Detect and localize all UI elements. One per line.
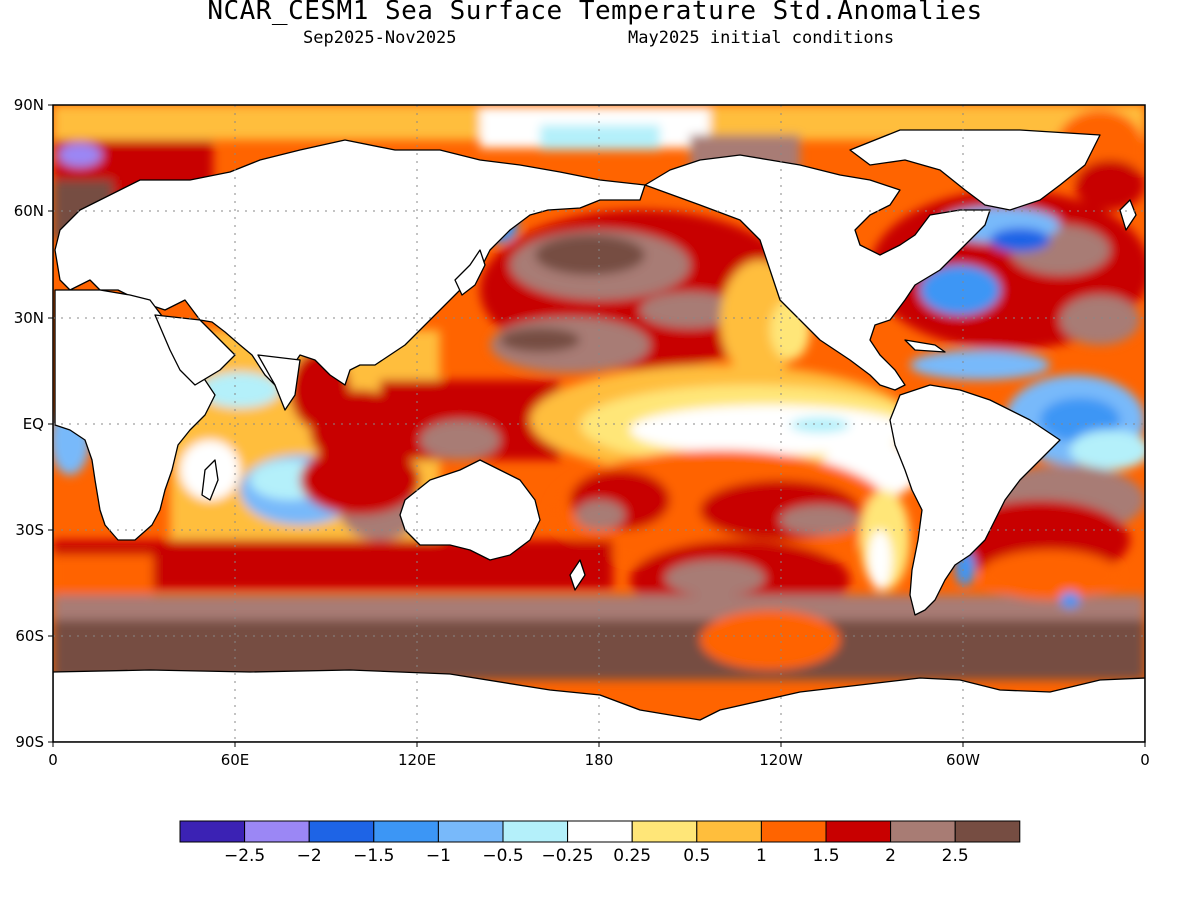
japan-landmass: [454, 249, 486, 296]
map-grid: [53, 105, 1145, 742]
longitude-labels: 0 60E 120E 180 120W 60W 0: [48, 751, 1150, 769]
colorbar-label: 2: [885, 846, 896, 866]
colorbar-label: 2.5: [942, 846, 969, 866]
lon-label: 60E: [221, 751, 250, 769]
lat-label: EQ: [23, 415, 44, 433]
colorbar-swatch: [760, 820, 827, 843]
colorbar-label: −2.5: [224, 846, 265, 866]
lat-label: 60N: [14, 202, 44, 220]
lon-label: 120E: [398, 751, 436, 769]
india-landmass: [257, 354, 301, 411]
colorbar-swatch: [373, 820, 439, 843]
lon-label: 0: [1140, 751, 1150, 769]
colorbar-label: −2: [297, 846, 322, 866]
colorbar-swatch: [244, 820, 310, 843]
colorbar-swatch: [890, 820, 956, 843]
colorbar-swatch: [502, 820, 569, 843]
colorbar-label: −1.5: [353, 846, 394, 866]
colorbar-swatch: [179, 820, 246, 843]
colorbar-label: 0.5: [683, 846, 710, 866]
map-title: NCAR_CESM1 Sea Surface Temperature Std.A…: [207, 0, 983, 26]
initial-conditions-label: May2025 initial conditions: [628, 28, 895, 48]
colorbar-swatch: [437, 820, 504, 843]
colorbar-label: −1: [426, 846, 451, 866]
lon-label: 60W: [946, 751, 980, 769]
colorbar-swatch: [308, 820, 375, 843]
new-zealand-landmass: [569, 559, 586, 591]
lon-label: 180: [585, 751, 614, 769]
latitude-labels: 90N 60N 30N EQ 30S 60S 90S: [14, 96, 44, 751]
colorbar-swatch: [631, 820, 698, 843]
colorbar-label: 0.25: [613, 846, 651, 866]
madagascar-cuba-landmass: [904, 339, 946, 353]
lat-label: 90N: [14, 96, 44, 114]
lat-label: 60S: [15, 627, 44, 645]
colorbar-swatch: [567, 820, 633, 843]
uk-landmass: [1119, 199, 1137, 231]
lat-label: 30N: [14, 309, 44, 327]
colorbar-swatch: [696, 820, 762, 843]
colorbar-swatch: [954, 820, 1021, 843]
lon-label: 120W: [759, 751, 803, 769]
land-masses: [53, 129, 1145, 742]
colorbar-label: −0.5: [482, 846, 523, 866]
arabia-landmass: [154, 314, 236, 386]
colorbar: −2.5 −2 −1.5 −1 −0.5 −0.25 0.25 0.5 1 1.5 2 2.5: [179, 820, 1021, 866]
colorbar-swatch: [825, 820, 892, 843]
lat-label: 30S: [15, 521, 44, 539]
axis-ticks: [48, 104, 1146, 747]
colorbar-label: 1: [756, 846, 767, 866]
madagascar-landmass: [201, 459, 219, 501]
valid-period-label: Sep2025-Nov2025: [303, 28, 457, 48]
lon-label: 0: [48, 751, 58, 769]
greenland-landmass: [849, 129, 1101, 211]
australia-landmass: [399, 459, 541, 561]
north-america-landmass: [644, 154, 991, 391]
south-america-landmass: [889, 384, 1061, 616]
colorbar-label: −0.25: [542, 846, 594, 866]
colorbar-label: 1.5: [812, 846, 839, 866]
lat-label: 90S: [15, 733, 44, 751]
